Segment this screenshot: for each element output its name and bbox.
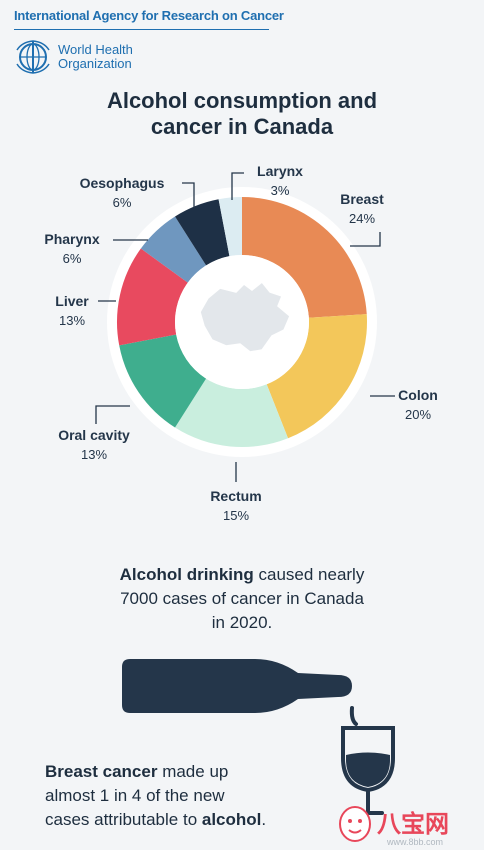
watermark-url: www.8bb.com (386, 837, 443, 847)
wine-bottle-icon (122, 659, 352, 713)
title-line2: cancer in Canada (150, 114, 334, 139)
label-breast: Breast (340, 191, 384, 207)
stat1-line3: in 2020. (211, 613, 273, 632)
stat1-rest: caused nearly (253, 565, 365, 584)
stat2-line3-pre: cases attributable to (45, 810, 202, 829)
watermark-logo-icon (339, 806, 371, 842)
slice-oesophagus (175, 199, 230, 266)
agency-underline (14, 29, 269, 30)
slice-liver (117, 248, 188, 346)
slice-oral-cavity (119, 334, 207, 428)
who-name-line2: Organization (58, 56, 132, 71)
leader-breast (350, 232, 381, 247)
value-rectum: 15% (223, 508, 249, 523)
leader-oesophagus (182, 182, 195, 208)
watermark-logo-text: 八宝网 (377, 810, 449, 838)
value-colon: 20% (405, 407, 431, 422)
page-title: Alcohol consumption and cancer in Canada (0, 88, 484, 140)
who-name-line1: World Health (58, 42, 133, 57)
stat1-bold: Alcohol drinking (119, 565, 254, 584)
value-liver: 13% (59, 313, 85, 328)
label-oral-cavity: Oral cavity (58, 427, 130, 443)
value-oral-cavity: 13% (81, 447, 107, 462)
donut-chart: Breast 24% Colon 20% Rectum 15% Oral cavity 13%… (44, 163, 438, 523)
slice-breast (242, 197, 367, 318)
stat1-line2: 7000 cases of cancer in Canada (120, 589, 364, 608)
label-oesophagus: Oesophagus (80, 175, 165, 191)
slice-rectum (175, 378, 289, 447)
stat2-bold: Breast cancer (45, 762, 158, 781)
leader-larynx (231, 172, 244, 200)
label-pharynx: Pharynx (44, 231, 99, 247)
slice-larynx (218, 197, 242, 257)
label-colon: Colon (398, 387, 438, 403)
agency-name: International Agency for Research on Can… (14, 8, 284, 23)
value-pharynx: 6% (63, 251, 82, 266)
stat-alcohol-cases: Alcohol drinking caused nearly 7000 case… (0, 563, 484, 635)
watermark: 八宝网 www.8bb.com (339, 806, 449, 847)
stat2-rest: made up (157, 762, 229, 781)
slice-colon (266, 314, 367, 439)
title-line1: Alcohol consumption and (106, 88, 378, 113)
stat-breast-cancer: Breast cancer made up almost 1 in 4 of t… (45, 760, 335, 832)
wine-glass-icon (341, 706, 395, 815)
label-liver: Liver (55, 293, 89, 309)
label-larynx: Larynx (257, 163, 303, 179)
stat2-line2: almost 1 in 4 of the new (45, 786, 225, 805)
slice-pharynx (140, 216, 207, 283)
leader-oral-cavity (95, 405, 130, 424)
who-block: World Health Organization (14, 38, 284, 76)
header: International Agency for Research on Can… (14, 8, 284, 76)
value-oesophagus: 6% (113, 195, 132, 210)
stat2-line3-bold: alcohol (201, 810, 262, 829)
label-rectum: Rectum (210, 488, 261, 504)
canada-map-icon (199, 280, 291, 353)
stat2-line3-post: . (261, 810, 267, 829)
who-logo-icon (16, 40, 50, 74)
value-larynx: 3% (271, 183, 290, 198)
value-breast: 24% (349, 211, 375, 226)
